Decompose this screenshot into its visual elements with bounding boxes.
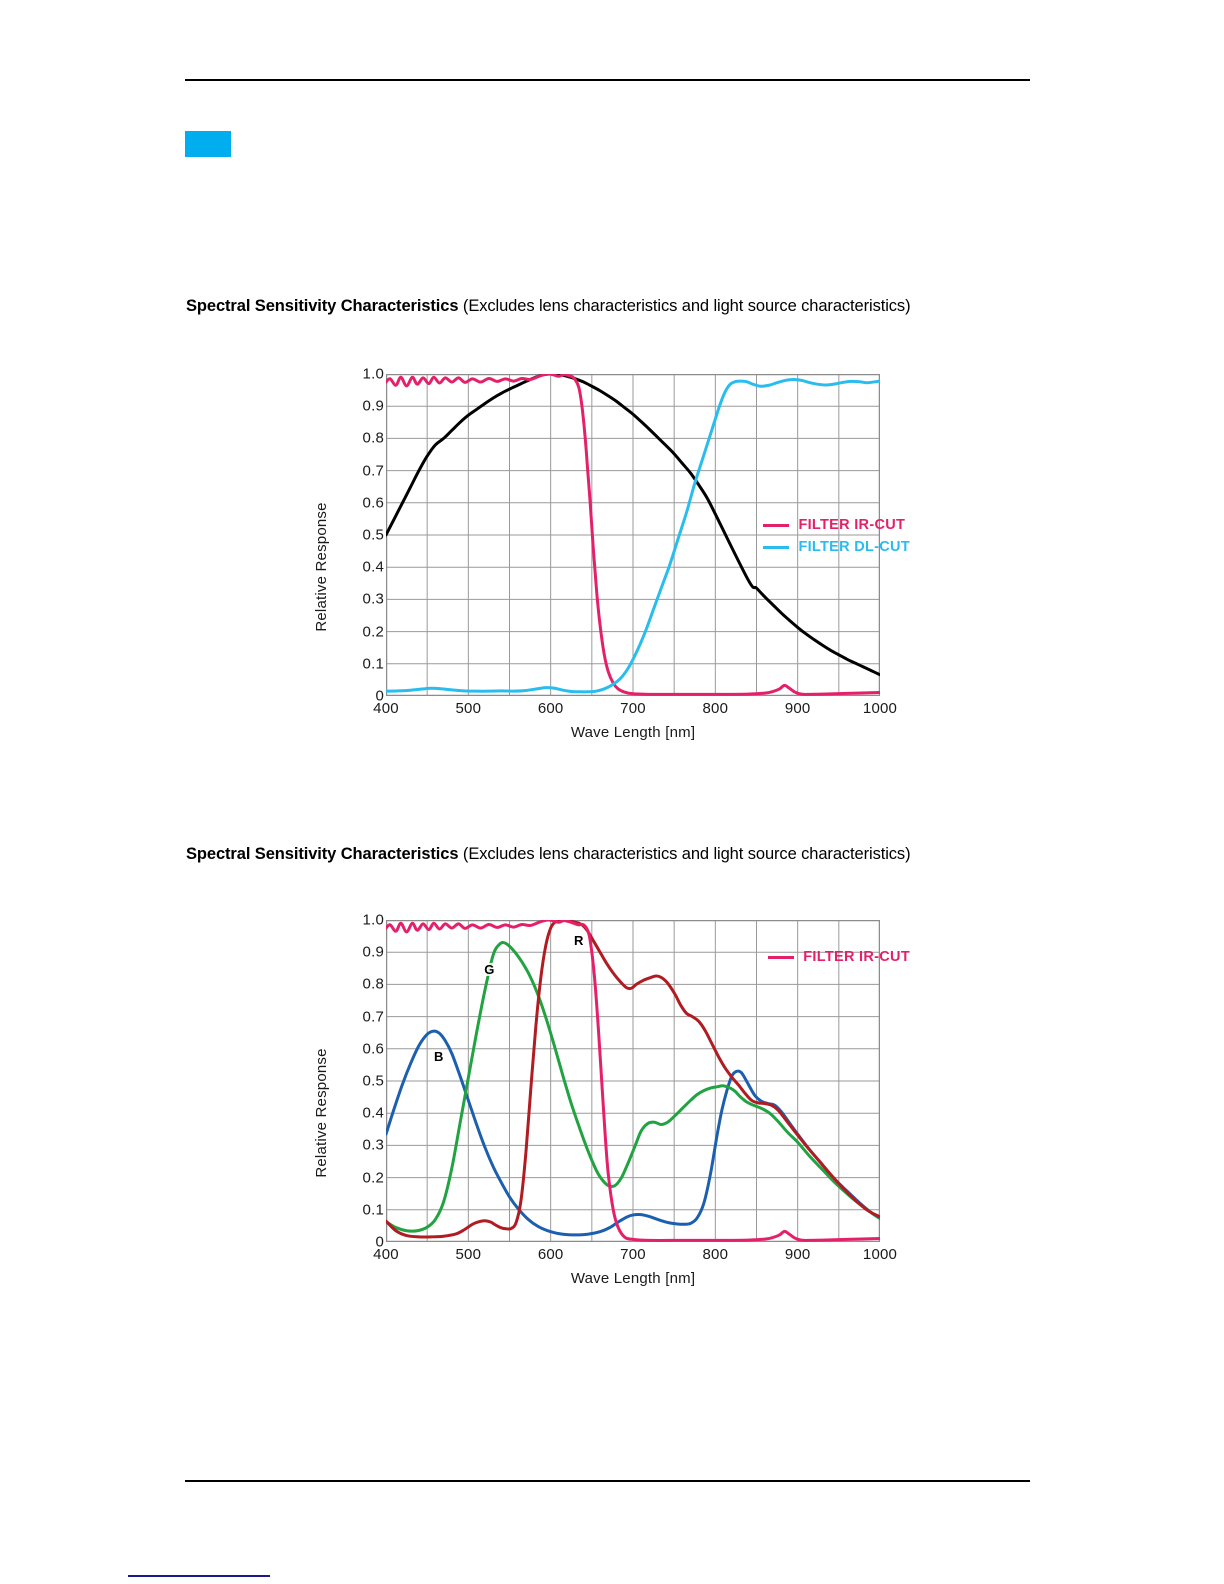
chart-2-y-tick: 0.8 <box>362 975 384 993</box>
chart-2-y-tick: 0.2 <box>362 1169 384 1187</box>
chart-2-y-tick: 0.7 <box>362 1008 384 1026</box>
spectral-sensitivity-chart-2: Relative Response 0 0.1 0.2 0.3 0.4 0.5 0.6 0.7… <box>313 908 918 1303</box>
chart-2-y-tick: 0.3 <box>362 1136 384 1154</box>
section-heading-1-bold: Spectral Sensitivity Characteristics <box>186 297 459 315</box>
section-heading-1: Spectral Sensitivity Characteristics (Ex… <box>186 297 911 316</box>
chart-2-y-tick: 0.1 <box>362 1201 384 1219</box>
chart-1-y-tick: 0.9 <box>362 397 384 415</box>
chart-1-y-tick: 0.8 <box>362 429 384 447</box>
chart-1-x-tick-labels: 400 500 600 700 800 900 1000 <box>373 700 897 722</box>
chart-1-x-tick: 400 <box>373 700 399 717</box>
chart-2-curve-label-g: G <box>483 961 496 977</box>
chart-1-y-tick: 0.7 <box>362 462 384 480</box>
page-top-rule <box>185 79 1030 81</box>
chart-1-y-tick: 0.6 <box>362 494 384 512</box>
chart-2-x-tick: 1000 <box>862 1246 898 1263</box>
chart-2-curve-label-b: B <box>433 1048 445 1064</box>
section-heading-1-normal: (Excludes lens characteristics and light… <box>458 297 911 315</box>
chart-2-y-tick: 1.0 <box>362 911 384 929</box>
chart-1-y-tick: 1.0 <box>362 365 384 383</box>
legend-item-label: FILTER IR-CUT <box>803 949 910 965</box>
chart-2-axes-frame <box>386 920 880 1242</box>
chart-2-series-filter-ir-cut <box>386 920 880 1242</box>
chart-2-x-tick-labels: 400 500 600 700 800 900 1000 <box>373 1246 897 1268</box>
chart-1-legend-item[interactable]: FILTER DL-CUT <box>763 536 910 558</box>
chart-2-plot-area: B G R <box>386 920 880 1242</box>
chart-2-x-tick: 500 <box>455 1246 482 1263</box>
cyan-marker-block <box>185 131 231 157</box>
chart-1-series-filter-ir-cut <box>386 374 880 696</box>
chart-1-legend-item[interactable]: FILTER IR-CUT <box>763 514 910 536</box>
chart-1-y-tick: 0.3 <box>362 590 384 608</box>
chart-1-series-filter-dl-cut <box>386 377 880 694</box>
chart-2-series-r <box>386 920 880 1239</box>
legend-item-label: FILTER DL-CUT <box>798 539 910 555</box>
chart-1-legend: FILTER IR-CUT FILTER DL-CUT <box>763 514 910 558</box>
chart-2-series-g <box>386 940 880 1233</box>
chart-2-series-b <box>386 1029 880 1237</box>
chart-2-y-tick-labels: 0 0.1 0.2 0.3 0.4 0.5 0.6 0.7 0.8 0.9 1.0 <box>340 912 384 1251</box>
section-heading-2-normal: (Excludes lens characteristics and light… <box>458 845 911 863</box>
chart-2-y-tick: 0.6 <box>362 1040 384 1058</box>
legend-line-swatch-icon <box>768 955 795 959</box>
chart-1-plot-area <box>386 374 880 696</box>
chart-1-x-axis-title: Wave Length [nm] <box>570 724 696 741</box>
chart-2-x-tick: 700 <box>620 1246 646 1263</box>
section-heading-2-bold: Spectral Sensitivity Characteristics <box>186 845 459 863</box>
chart-1-y-tick: 0.4 <box>362 558 384 576</box>
chart-1-y-tick: 0.5 <box>362 526 384 544</box>
legend-line-swatch-icon <box>763 523 790 527</box>
chart-2-y-tick: 0 <box>375 1233 384 1251</box>
chart-2-x-axis-title: Wave Length [nm] <box>570 1270 696 1287</box>
spectral-sensitivity-chart-1: Relative Response 0 0.1 0.2 0.3 0.4 0.5 0.6 0.7… <box>313 362 918 757</box>
chart-1-y-tick: 0.2 <box>362 623 384 641</box>
chart-1-x-tick: 500 <box>455 700 482 717</box>
legend-item-label: FILTER IR-CUT <box>798 517 906 533</box>
chart-2-legend: FILTER IR-CUT <box>768 946 910 968</box>
chart-1-x-tick: 1000 <box>862 700 898 717</box>
page-bottom-rule <box>185 1480 1030 1482</box>
footnote-separator-rule <box>128 1575 270 1577</box>
chart-2-y-tick: 0.4 <box>362 1104 384 1122</box>
chart-1-y-tick-labels: 0 0.1 0.2 0.3 0.4 0.5 0.6 0.7 0.8 0.9 1.0 <box>340 366 384 705</box>
chart-2-x-tick: 900 <box>784 1246 811 1263</box>
chart-1-y-axis-title: Relative Response <box>313 502 330 632</box>
chart-1-x-tick: 700 <box>620 700 646 717</box>
chart-1-gridlines <box>386 374 880 696</box>
chart-1-y-tick: 0 <box>375 687 384 705</box>
chart-2-x-tick: 600 <box>537 1246 564 1263</box>
legend-line-swatch-icon <box>763 545 790 549</box>
chart-2-gridlines <box>386 920 880 1242</box>
chart-2-y-tick: 0.9 <box>362 943 384 961</box>
chart-2-y-axis-title: Relative Response <box>313 1048 330 1178</box>
chart-2-legend-item[interactable]: FILTER IR-CUT <box>768 946 910 968</box>
chart-1-y-tick: 0.1 <box>362 655 384 673</box>
chart-2-x-tick: 800 <box>702 1246 729 1263</box>
chart-1-x-tick: 900 <box>784 700 811 717</box>
chart-1-series-sensor-response <box>386 374 880 677</box>
chart-1-x-tick: 600 <box>537 700 564 717</box>
chart-2-curve-label-r: R <box>573 932 585 948</box>
chart-1-x-tick: 800 <box>702 700 729 717</box>
chart-2-x-tick: 400 <box>373 1246 399 1263</box>
section-heading-2: Spectral Sensitivity Characteristics (Ex… <box>186 845 911 864</box>
chart-2-y-tick: 0.5 <box>362 1072 384 1090</box>
